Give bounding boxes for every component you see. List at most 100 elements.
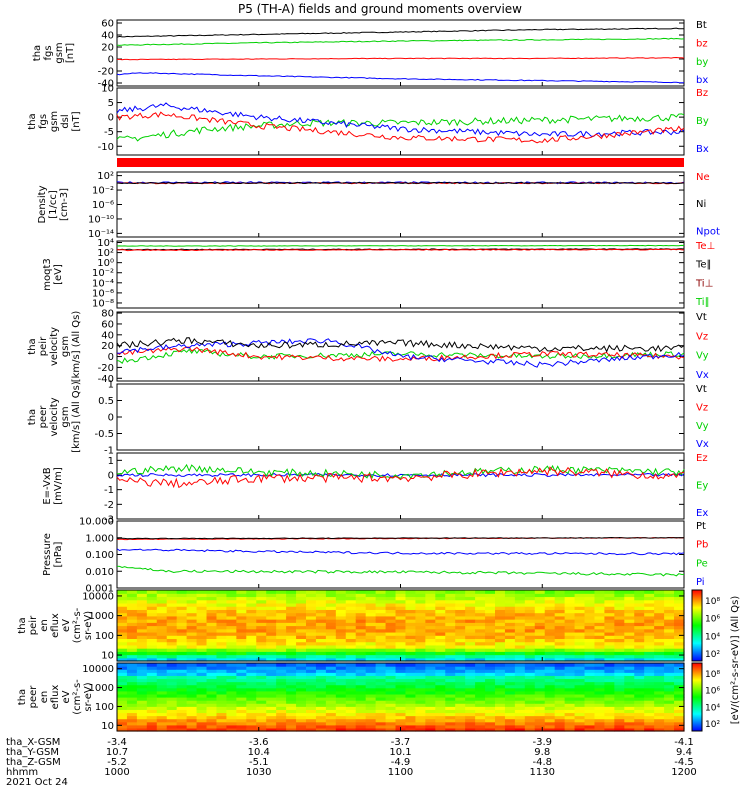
spectrogram-cell: [425, 666, 436, 670]
spectrogram-cell: [117, 657, 128, 662]
spectrogram-cell: [425, 602, 436, 607]
spectrogram-cell: [654, 599, 665, 604]
spectrogram-cell: [445, 625, 456, 630]
spectrogram-cell: [674, 602, 685, 607]
spectrogram-cell: [375, 669, 387, 673]
spectrogram-cell: [485, 606, 496, 610]
spectrogram-cell: [246, 641, 257, 646]
spectrogram-cell: [117, 693, 128, 698]
spectrogram-cell: [544, 697, 556, 701]
y-tick-label: 10⁻¹⁴: [88, 229, 114, 240]
spectrogram-cell: [276, 712, 287, 717]
spectrogram-cell: [246, 727, 257, 732]
spectrogram-cell: [246, 718, 257, 723]
spectrogram-cell: [166, 622, 178, 627]
spectrogram-cell: [117, 678, 128, 683]
spectrogram-cell: [465, 657, 476, 662]
spectrogram-cell: [534, 644, 546, 649]
spectrogram-cell: [534, 721, 546, 726]
spectrogram-cell: [176, 703, 188, 707]
spectrogram-cell: [584, 590, 596, 594]
spectrogram-cell: [226, 666, 237, 670]
spectrogram-cell: [355, 609, 367, 614]
y-tick-label: 100: [95, 631, 114, 642]
spectrogram-cell: [644, 657, 655, 662]
spectrogram-cell: [345, 606, 357, 610]
spectrogram-cell: [375, 693, 387, 698]
spectrogram-cell: [286, 684, 297, 689]
spectrogram-cell: [554, 712, 566, 717]
spectrogram-cell: [296, 687, 307, 692]
spectrogram-cell: [345, 615, 357, 620]
spectrogram-cell: [405, 622, 417, 627]
spectrogram-cell: [594, 609, 606, 614]
y-axis-label: gsm: [49, 111, 60, 132]
spectrogram-cell: [614, 693, 625, 698]
spectrogram-cell: [475, 648, 486, 652]
spectrogram-cell: [674, 718, 685, 723]
spectrogram-cell: [176, 635, 188, 640]
spectrogram-cell: [146, 721, 158, 726]
spectrogram-cell: [166, 602, 178, 607]
spectrogram-cell: [654, 641, 665, 646]
spectrogram-cell: [126, 706, 138, 710]
spectrogram-cell: [206, 612, 218, 617]
spectrogram-cell: [485, 706, 496, 710]
spectrogram-cell: [435, 721, 446, 726]
spectrogram-cell: [136, 706, 148, 710]
spectrogram-cell: [664, 666, 675, 670]
spectrogram-cell: [196, 678, 208, 683]
spectrogram-cell: [405, 727, 417, 732]
spectrogram-cell: [624, 628, 635, 633]
spectrogram-cell: [624, 706, 635, 710]
spectrogram-cell: [236, 641, 247, 646]
spectrogram-cell: [385, 631, 397, 636]
spectrogram-cell: [136, 641, 148, 646]
spectrogram-cell: [276, 672, 287, 676]
spectrogram-cell: [296, 684, 307, 689]
spectrogram-cell: [574, 602, 586, 607]
spectrogram-cell: [256, 651, 267, 656]
spectrogram-cell: [246, 663, 257, 667]
spectrogram-cell: [186, 678, 198, 683]
spectrogram-cell: [614, 638, 625, 643]
spectrogram-cell: [126, 657, 138, 662]
spectrogram-cell: [624, 721, 635, 726]
spectrogram-cell: [435, 599, 446, 604]
spectrogram-cell: [335, 663, 347, 667]
spectrogram-cell: [136, 593, 148, 598]
spectrogram-cell: [136, 675, 148, 680]
spectrogram-cell: [485, 654, 496, 659]
spectrogram-cell: [365, 697, 377, 701]
spectrogram-cell: [445, 609, 456, 614]
spectrogram-cell: [614, 590, 625, 594]
spectrogram-cell: [415, 718, 426, 723]
spectrogram-cell: [166, 644, 178, 649]
spectrogram-cell: [594, 663, 606, 667]
spectrogram-cell: [226, 648, 237, 652]
spectrogram-cell: [504, 593, 516, 598]
spectrogram-cell: [335, 675, 347, 680]
spectrogram-cell: [445, 606, 456, 610]
spectrogram-cell: [306, 672, 317, 676]
spectrogram-cell: [465, 666, 476, 670]
panel-frame: [116, 452, 685, 520]
spectrogram-cell: [485, 615, 496, 620]
spectrogram-cell: [256, 628, 267, 633]
spectrogram-cell: [425, 622, 436, 627]
spectrogram-cell: [674, 648, 685, 652]
spectrogram-cell: [206, 678, 218, 683]
spectrogram-cell: [146, 619, 158, 623]
spectrogram-cell: [136, 718, 148, 723]
spectrogram-cell: [584, 622, 596, 627]
spectrogram-cell: [306, 684, 317, 689]
y-axis-label: Density: [37, 185, 48, 223]
legend-pi: Pi: [696, 577, 705, 588]
spectrogram-cell: [186, 654, 198, 659]
spectrogram-cell: [117, 641, 128, 646]
spectrogram-cell: [405, 687, 417, 692]
spectrogram-cell: [375, 628, 387, 633]
spectrogram-cell: [206, 651, 218, 656]
spectrogram-cell: [176, 709, 188, 714]
spectrogram-cell: [266, 727, 277, 732]
